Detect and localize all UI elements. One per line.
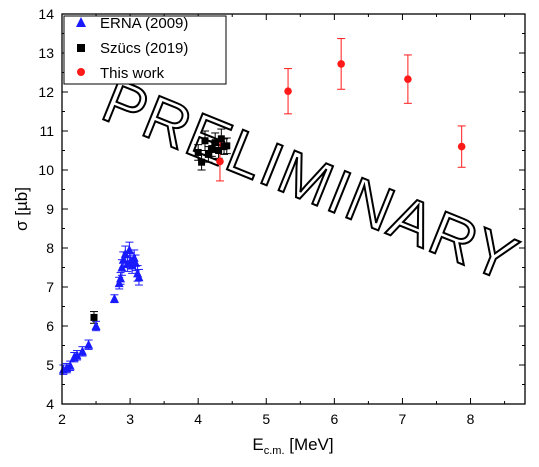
legend-entry-erna: ERNA (2009) xyxy=(76,15,188,32)
data-point-square xyxy=(217,135,225,143)
y-tick-label: 8 xyxy=(46,240,54,256)
x-tick-label: 2 xyxy=(58,411,66,427)
y-tick-label: 7 xyxy=(46,279,54,295)
x-axis-label: Ec.m. [MeV] xyxy=(252,435,333,457)
legend-label-erna: ERNA (2009) xyxy=(100,15,188,32)
data-point-triangle xyxy=(72,350,82,360)
data-point-circle xyxy=(216,157,224,166)
watermark-layer: PRELIMINARY xyxy=(92,65,529,296)
data-point-triangle xyxy=(77,346,87,356)
x-tick-label: 5 xyxy=(262,411,270,427)
x-axis-label-unit: [MeV] xyxy=(285,435,334,454)
y-tick-label: 9 xyxy=(46,201,54,217)
x-axis-label-main: E xyxy=(252,435,263,454)
y-tick-label: 12 xyxy=(38,84,54,100)
y-tick-label: 11 xyxy=(39,123,54,139)
square-marker-icon xyxy=(77,44,85,52)
data-point-triangle xyxy=(84,339,94,349)
legend-entry-szucs: Szücs (2019) xyxy=(77,40,188,57)
data-point-triangle xyxy=(118,254,128,264)
x-tick-label: 8 xyxy=(467,411,475,427)
data-point-square xyxy=(208,145,216,153)
data-point-triangle xyxy=(124,244,134,254)
data-point-square xyxy=(204,150,212,158)
y-tick-label: 4 xyxy=(46,396,54,412)
legend-label-this-work: This work xyxy=(100,65,165,82)
y-tick-label: 13 xyxy=(38,45,54,61)
preliminary-watermark: PRELIMINARY xyxy=(93,66,528,295)
data-point-circle xyxy=(337,60,345,68)
y-tick-label: 14 xyxy=(38,6,54,22)
triangle-marker-icon xyxy=(76,17,86,27)
data-point-triangle xyxy=(117,262,127,272)
data-point-circle xyxy=(284,87,292,96)
circle-marker-icon xyxy=(77,68,85,76)
x-tick-label: 7 xyxy=(399,411,407,427)
data-point-triangle xyxy=(131,257,141,267)
plot-frame xyxy=(61,13,526,405)
data-point-square xyxy=(90,313,98,321)
data-point-square xyxy=(198,158,206,166)
data-point-triangle xyxy=(114,278,124,288)
data-point-circle xyxy=(457,142,466,151)
data-point-square xyxy=(215,147,223,154)
x-tick-label: 6 xyxy=(330,411,338,427)
data-point-circle xyxy=(404,75,412,83)
legend: ERNA (2009) Szücs (2019) This work xyxy=(63,15,227,85)
data-point-triangle xyxy=(116,273,126,283)
data-markers xyxy=(58,60,466,374)
y-tick-label: 6 xyxy=(46,318,54,334)
x-tick-label: 4 xyxy=(194,411,202,427)
y-tick-label: 10 xyxy=(38,162,54,178)
data-point-triangle xyxy=(65,360,75,370)
data-point-triangle xyxy=(134,272,144,282)
data-point-square xyxy=(211,139,219,147)
data-point-triangle xyxy=(109,293,119,303)
y-tick-label: 5 xyxy=(46,357,54,373)
tick-labels: 2 3 4 5 6 7 8 4 5 6 7 8 9 10 11 12 13 14 xyxy=(38,6,474,427)
y-axis-label: σ [µb] xyxy=(12,187,31,231)
legend-label-szucs: Szücs (2019) xyxy=(100,40,188,57)
legend-entry-this-work: This work xyxy=(77,65,165,82)
data-point-triangle xyxy=(129,252,139,262)
data-point-triangle xyxy=(91,321,101,330)
data-point-square xyxy=(194,148,202,156)
x-axis-label-sub: c.m. xyxy=(264,445,285,457)
legend-box xyxy=(63,15,227,85)
x-tick-label: 3 xyxy=(126,411,134,427)
data-point-square xyxy=(201,137,209,145)
data-point-square xyxy=(223,142,231,150)
